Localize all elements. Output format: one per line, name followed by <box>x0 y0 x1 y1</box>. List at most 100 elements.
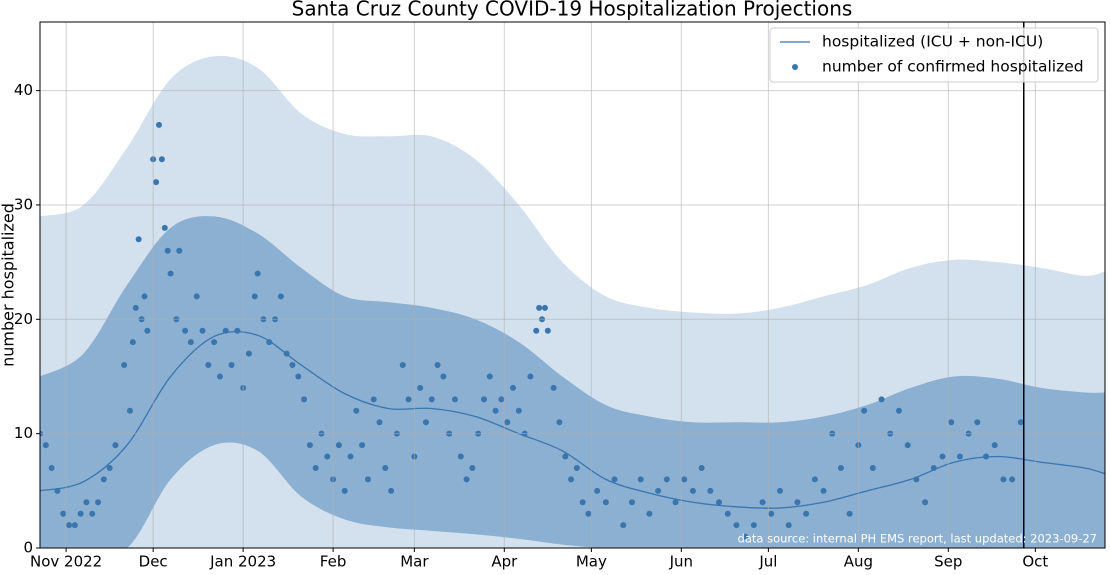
data-point <box>486 373 493 380</box>
data-point <box>837 464 844 471</box>
data-point <box>199 327 206 334</box>
data-point <box>176 247 183 254</box>
data-point <box>620 522 627 529</box>
data-point <box>811 476 818 483</box>
x-tick-label: Oct <box>1022 553 1048 571</box>
x-tick-label: Nov 2022 <box>30 553 102 571</box>
data-point <box>161 224 168 231</box>
data-point <box>663 476 670 483</box>
data-point <box>301 396 308 403</box>
data-point <box>106 464 113 471</box>
data-point <box>245 350 252 357</box>
data-point <box>193 293 200 300</box>
data-point <box>254 270 261 277</box>
data-point <box>121 362 128 369</box>
data-point <box>568 476 575 483</box>
data-point <box>347 453 354 460</box>
data-point <box>930 464 937 471</box>
data-point <box>388 487 395 494</box>
data-point <box>54 487 61 494</box>
data-point <box>983 453 990 460</box>
data-point <box>541 304 548 311</box>
legend-label: hospitalized (ICU + non-ICU) <box>822 33 1043 51</box>
data-point <box>164 247 171 254</box>
data-point <box>277 293 284 300</box>
data-point <box>556 419 563 426</box>
data-point <box>469 464 476 471</box>
data-point <box>112 442 119 449</box>
data-point <box>861 407 868 414</box>
data-point <box>71 522 78 529</box>
data-point <box>504 419 511 426</box>
data-point <box>974 419 981 426</box>
data-point <box>939 453 946 460</box>
data-point <box>211 339 218 346</box>
data-point <box>135 236 142 243</box>
data-point <box>637 476 644 483</box>
legend-dot <box>792 64 798 70</box>
x-tick-label: Jun <box>669 553 693 571</box>
data-point <box>716 499 723 506</box>
data-point <box>655 487 662 494</box>
data-point <box>498 396 505 403</box>
data-point <box>228 362 235 369</box>
data-point <box>646 510 653 517</box>
data-point <box>794 499 801 506</box>
y-tick-label: 0 <box>23 539 33 557</box>
data-point <box>187 339 194 346</box>
data-point <box>803 510 810 517</box>
data-point <box>515 407 522 414</box>
legend-box <box>769 27 1099 83</box>
data-point <box>216 373 223 380</box>
data-point <box>60 510 67 517</box>
y-tick-label: 10 <box>14 424 33 442</box>
data-point <box>266 339 273 346</box>
data-point <box>611 476 618 483</box>
data-point <box>77 510 84 517</box>
data-point <box>869 464 876 471</box>
data-point <box>628 499 635 506</box>
data-point <box>234 327 241 334</box>
data-point <box>335 442 342 449</box>
x-tick-label: Feb <box>320 553 347 571</box>
x-tick-label: Dec <box>139 553 168 571</box>
data-point <box>440 373 447 380</box>
data-point <box>562 453 569 460</box>
x-tick-label: Apr <box>491 553 518 571</box>
data-point <box>776 487 783 494</box>
y-axis-label: number hospitalized <box>0 203 18 367</box>
data-point <box>724 510 731 517</box>
data-point <box>991 442 998 449</box>
data-point <box>295 373 302 380</box>
data-point <box>1000 476 1007 483</box>
data-point <box>904 442 911 449</box>
data-point <box>922 499 929 506</box>
data-point <box>480 396 487 403</box>
data-point <box>594 487 601 494</box>
data-point <box>536 304 543 311</box>
confidence-band <box>40 216 1105 548</box>
y-tick-label: 20 <box>14 310 33 328</box>
data-point <box>878 396 885 403</box>
data-point <box>353 407 360 414</box>
data-point <box>585 510 592 517</box>
data-point <box>1009 476 1016 483</box>
data-point <box>579 499 586 506</box>
data-point <box>399 362 406 369</box>
chart-title: Santa Cruz County COVID-19 Hospitalizati… <box>292 0 853 21</box>
data-point <box>544 327 551 334</box>
data-point <box>422 419 429 426</box>
y-tick-label: 40 <box>14 81 33 99</box>
data-point <box>205 362 212 369</box>
x-tick-label: Sep <box>934 553 962 571</box>
data-point <box>434 362 441 369</box>
x-tick-label: Jul <box>758 553 777 571</box>
data-point <box>341 487 348 494</box>
data-point <box>463 476 470 483</box>
data-point <box>956 453 963 460</box>
data-point <box>550 384 557 391</box>
data-point <box>306 442 313 449</box>
x-tick-label: May <box>576 553 607 571</box>
data-point <box>66 522 73 529</box>
